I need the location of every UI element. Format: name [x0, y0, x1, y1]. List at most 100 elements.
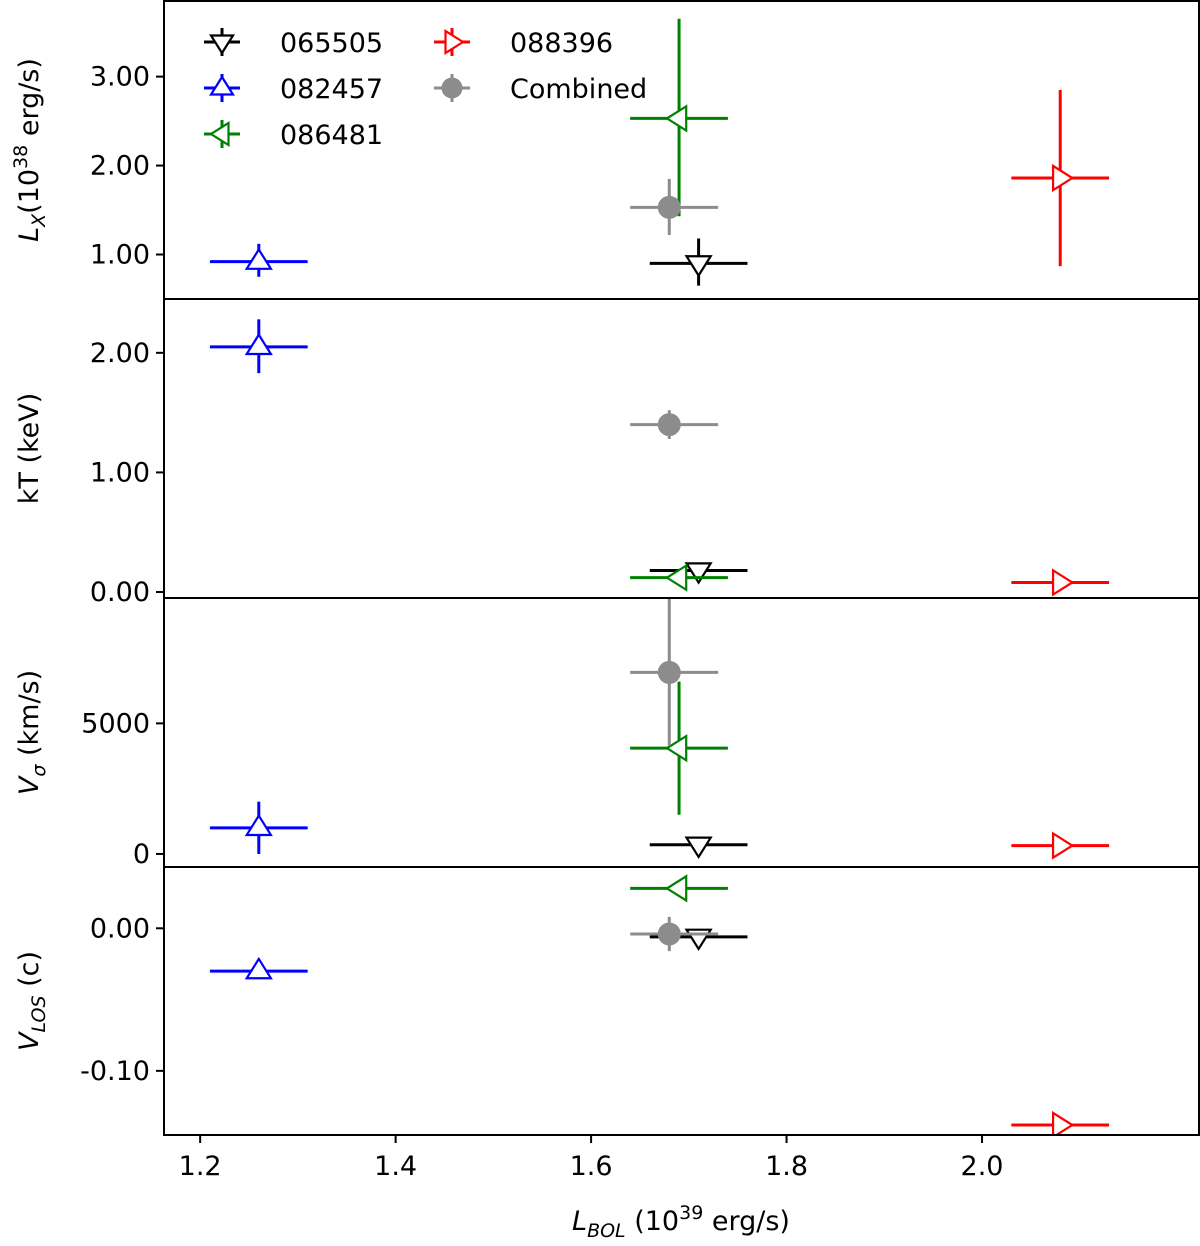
ylabel-vlos: VLOS (c): [14, 951, 50, 1051]
point-vsigma-086481: [630, 681, 728, 815]
ylabel-kt: kT (keV): [14, 393, 45, 505]
ylabel-sub-lx: X: [28, 213, 50, 228]
point-vlos-082457: [209, 956, 308, 980]
xlabel-main: L: [572, 1206, 587, 1237]
point-kt-086481: [630, 563, 728, 592]
ylabel-sub-vsigma: σ: [28, 764, 50, 777]
point-lx-088396: [1011, 89, 1110, 267]
marker-vlos-086481: [664, 874, 688, 903]
legend-label-082457: 082457: [280, 74, 383, 105]
point-lx-065505: [649, 238, 748, 286]
panel-lx-data: [209, 18, 1110, 286]
marker-lx-086481: [664, 104, 688, 133]
legend-label-088396: 088396: [510, 28, 613, 59]
marker-vsigma-086481: [664, 734, 688, 763]
legend-entry-065505: 065505: [204, 28, 383, 59]
legend-entry-088396: 088396: [434, 28, 613, 59]
ytick-label-kt-0: 0.00: [90, 577, 150, 608]
panel-vsigma: 0 5000 Vσ (km/s): [14, 597, 1200, 870]
panel-vsigma-frame: [163, 597, 1200, 868]
marker-kt-065505: [684, 562, 713, 585]
point-kt-082457: [209, 319, 308, 374]
ylabel-tail-vsigma: (km/s): [14, 670, 45, 765]
ylabel-tail-vlos: (c): [14, 951, 45, 996]
marker-lx-Combined: [657, 195, 681, 219]
ytick-label-lx-2: 3.00: [90, 62, 150, 93]
ylabel-tail-lx: (10: [14, 169, 45, 214]
point-kt-Combined: [630, 410, 719, 439]
xlabel-sup: 39: [679, 1202, 703, 1224]
legend-marker-065505: [209, 34, 235, 56]
panel-vlos-data: [209, 874, 1110, 1135]
legend-marker-082457: [209, 74, 235, 96]
panel-kt-frame: [163, 298, 1200, 599]
ylabel-text-kt: kT (keV): [14, 393, 45, 505]
legend-entry-086481: 086481: [204, 120, 383, 151]
point-vsigma-088396: [1011, 831, 1110, 860]
ylabel-sup-lx: 38: [10, 145, 32, 169]
ytick-label-kt-1: 1.00: [90, 457, 150, 488]
panel-vlos: -0.10 0.00 VLOS (c): [14, 866, 1200, 1136]
ytick-label-lx-1: 2.00: [90, 151, 150, 182]
xtick-label-2: 1.6: [570, 1151, 613, 1182]
point-lx-082457: [209, 243, 308, 277]
ylabel-vsigma: Vσ (km/s): [14, 670, 50, 795]
ytick-label-vlos-1: 0.00: [90, 913, 150, 944]
point-vsigma-082457: [209, 801, 308, 854]
marker-kt-Combined: [657, 413, 681, 437]
marker-vsigma-Combined: [657, 660, 681, 684]
panel-kt-data: [209, 319, 1110, 597]
ytick-label-vsigma-0: 0: [133, 839, 150, 870]
ytick-label-lx-0: 1.00: [90, 240, 150, 271]
ylabel-main-vlos: V: [14, 1030, 45, 1051]
ytick-label-kt-2: 2.00: [90, 338, 150, 369]
legend-marker-Combined: [441, 77, 463, 99]
point-vlos-088396: [1011, 1110, 1110, 1135]
xtick-label-3: 1.8: [765, 1151, 808, 1182]
point-lx-Combined: [630, 178, 719, 235]
marker-lx-088396: [1051, 163, 1075, 193]
legend-entry-082457: 082457: [204, 74, 383, 105]
point-lx-086481: [630, 18, 728, 217]
marker-vlos-082457: [244, 956, 273, 980]
point-kt-088396: [1011, 568, 1110, 597]
marker-vsigma-088396: [1051, 831, 1075, 860]
marker-kt-086481: [664, 563, 688, 592]
legend-label-Combined: Combined: [510, 74, 647, 105]
marker-lx-065505: [684, 255, 713, 278]
legend-marker-086481: [208, 121, 230, 147]
ylabel-lx: LX(1038 erg/s): [10, 58, 50, 242]
xtick-label-1: 1.4: [374, 1151, 417, 1182]
ylabel-main-lx: L: [14, 227, 45, 242]
xlabel-sub: BOL: [587, 1220, 626, 1242]
point-vlos-Combined: [630, 916, 719, 952]
marker-vlos-Combined: [657, 922, 681, 946]
point-vsigma-065505: [649, 836, 748, 859]
legend-entry-Combined: Combined: [434, 74, 647, 105]
marker-vsigma-082457: [244, 813, 273, 837]
xlabel: LBOL (1039 erg/s): [572, 1202, 790, 1242]
xlabel-unit: erg/s): [703, 1206, 790, 1237]
marker-lx-082457: [244, 247, 273, 270]
legend-marker-088396: [444, 29, 466, 55]
point-vsigma-Combined: [630, 598, 719, 746]
marker-kt-088396: [1051, 568, 1075, 597]
marker-vsigma-065505: [684, 836, 713, 859]
panel-vlos-frame: [163, 866, 1200, 1136]
legend-label-065505: 065505: [280, 28, 383, 59]
ylabel-main-vsigma: V: [14, 774, 45, 795]
legend: 065505 082457 086481 088396 Combined: [204, 28, 647, 151]
point-kt-065505: [649, 562, 748, 585]
legend-label-086481: 086481: [280, 120, 383, 151]
ylabel-sub-vlos: LOS: [28, 995, 50, 1032]
panel-kt: 0.00 1.00 2.00 kT (keV): [14, 298, 1200, 608]
ytick-label-vlos-0: -0.10: [80, 1056, 150, 1087]
panel-lx: 1.00 2.00 3.00 LX(1038 erg/s): [10, 0, 1200, 300]
panel-vsigma-data: [209, 598, 1110, 860]
ytick-label-vsigma-1: 5000: [81, 708, 150, 739]
ylabel-unit-lx: erg/s): [14, 58, 45, 145]
marker-kt-082457: [244, 332, 273, 356]
xtick-label-0: 1.2: [179, 1151, 222, 1182]
xtick-label-4: 2.0: [961, 1151, 1004, 1182]
